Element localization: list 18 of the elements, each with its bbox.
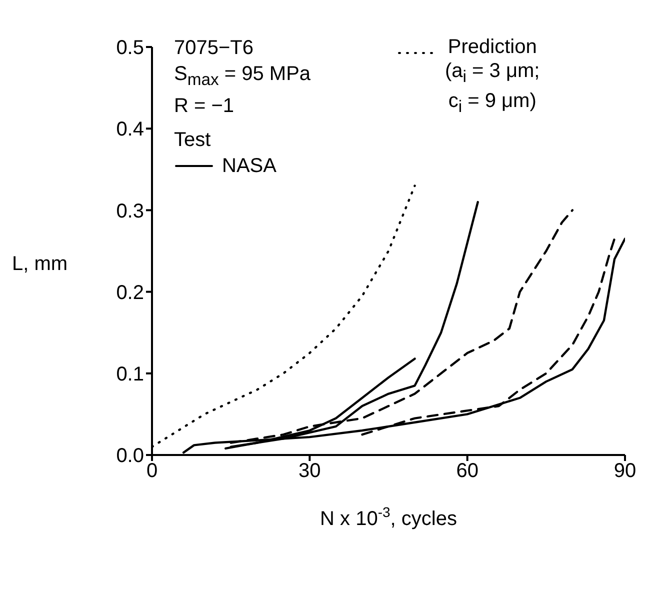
- legend-title: Test: [174, 128, 212, 153]
- x-tick-label: 0: [146, 460, 158, 482]
- y-tick-label: 0.1: [116, 364, 144, 386]
- y-tick-label: 0.5: [116, 37, 144, 60]
- x-axis-title: N x 10$^{-3}$, cycles: [320, 504, 457, 530]
- legend-label: NASA: [222, 154, 276, 179]
- x-tick-label: 60: [456, 460, 478, 482]
- y-tick-label: 0.2: [116, 282, 144, 304]
- annotation: S$_{max}$ = 95 MPa: [174, 62, 311, 91]
- y-tick-label: 0.0: [116, 445, 144, 468]
- y-axis-title: L, mm: [12, 253, 68, 276]
- legend-label: Prediction (a$_{i}$ = 3 μm; c$_{i}$ = 9 μm): [445, 35, 540, 118]
- annotation: R = −1: [174, 94, 236, 119]
- x-tick-label: 90: [614, 460, 636, 482]
- y-tick-label: 0.3: [116, 200, 144, 222]
- annotation: 7075−T6: [174, 36, 255, 61]
- x-tick-label: 30: [298, 460, 321, 482]
- y-tick-label: 0.4: [116, 118, 144, 141]
